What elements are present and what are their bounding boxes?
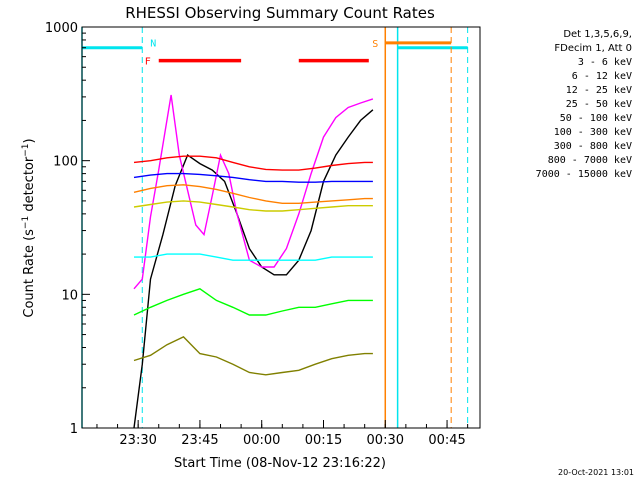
series-line-50-100-kev: [133, 200, 373, 212]
x-axis: 23:30 23:45 00:00 00:15 00:30 00:45: [96, 420, 469, 448]
x-tick-label: 00:45: [428, 433, 465, 448]
series-line-100-300-kev: [133, 155, 373, 171]
y-axis-label: Count Rate (s−1 detector−1): [21, 138, 37, 317]
y-tick-label: 100: [53, 155, 78, 170]
x-tick-label: 23:45: [181, 433, 218, 448]
x-tick-label: 00:00: [243, 433, 280, 448]
y-axis-label-end: ): [22, 138, 37, 143]
saa-label: S: [372, 39, 378, 50]
series-line-300-800-kev: [133, 172, 373, 183]
y-tick-label: 10: [61, 288, 78, 303]
series-line-7000-15000-kev: [133, 336, 373, 376]
legend-entry-label: 50 - 100 keV: [560, 113, 632, 124]
chart-title: RHESSI Observing Summary Count Rates: [125, 4, 435, 22]
series-layer: [133, 94, 374, 429]
flare-label: F: [145, 57, 151, 68]
series-line-3-6-kev: [133, 109, 374, 429]
legend-entry-label: 7000 - 15000 keV: [536, 169, 632, 180]
y-axis-label-mid: detector: [22, 156, 37, 216]
annotation-layer: NF S: [81, 27, 469, 428]
legend-header-line: Det 1,3,5,6,9,: [563, 29, 632, 40]
x-tick-label: 00:30: [367, 433, 404, 448]
y-axis-label-sup1: −1: [21, 216, 31, 229]
legend-entry-label: 12 - 25 keV: [566, 85, 632, 96]
x-tick-label: 23:30: [119, 433, 156, 448]
legend-entry-label: 800 - 7000 keV: [548, 155, 632, 166]
y-tick-label: 1000: [45, 21, 78, 36]
series-line-12-25-kev: [133, 288, 373, 316]
legend-entry-label: 6 - 12 keV: [572, 71, 632, 82]
y-axis-label-sup2: −1: [21, 143, 31, 156]
x-axis-label: Start Time (08-Nov-12 23:16:22): [174, 456, 386, 471]
legend-entry-label: 3 - 6 keV: [578, 57, 632, 68]
plot-frame: [81, 26, 481, 429]
legend-header-line: FDecim 1, Att 0: [554, 43, 632, 54]
y-axis: 1 10 100 1000: [45, 21, 90, 437]
series-line-25-50-kev: [134, 253, 373, 261]
y-axis-label-main: Count Rate (s: [22, 229, 37, 318]
x-tick-label: 00:15: [305, 433, 342, 448]
series-line-800-7000-kev: [133, 184, 373, 205]
legend-entry-label: 300 - 800 keV: [554, 141, 632, 152]
night-label: N: [150, 39, 156, 50]
y-tick-label: 1: [70, 422, 78, 437]
legend-entry-label: 25 - 50 keV: [566, 99, 632, 110]
footer-timestamp: 20-Oct-2021 13:01: [558, 468, 634, 477]
legend-entry-label: 100 - 300 keV: [554, 127, 632, 138]
legend: Det 1,3,5,6,9, FDecim 1, Att 0 3 - 6 keV 6 …: [536, 29, 632, 180]
